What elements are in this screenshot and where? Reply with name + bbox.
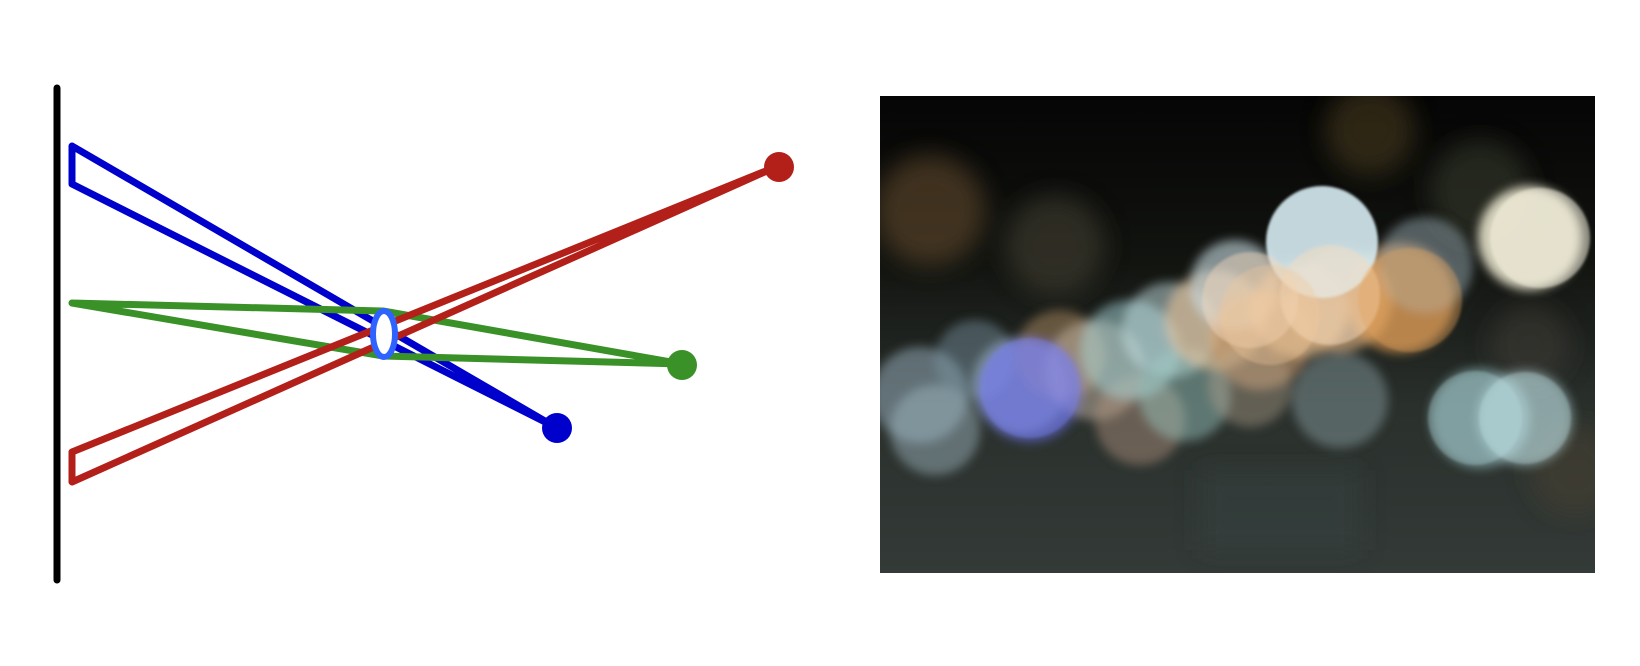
focus-object-point: [667, 350, 697, 380]
lens-icon: [373, 311, 395, 357]
near-object-point: [542, 413, 572, 443]
far-object-point: [764, 152, 794, 182]
bokeh-photo: [872, 85, 1620, 573]
optics-diagram: [57, 88, 794, 580]
